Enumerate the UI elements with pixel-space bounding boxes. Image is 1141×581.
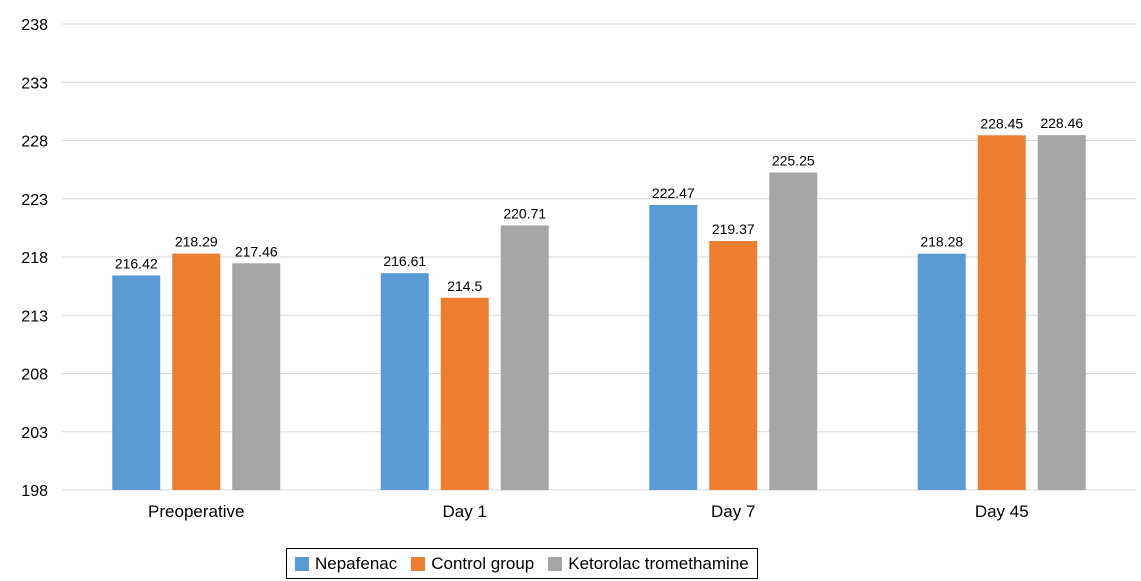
x-tick-label: Day 7	[711, 502, 755, 521]
bar	[917, 253, 966, 490]
bar	[977, 135, 1026, 490]
y-tick-label: 213	[21, 308, 48, 325]
bar	[500, 225, 549, 490]
x-axis: Preoperative Day 1 Day 7 Day 45	[148, 502, 1029, 521]
data-label: 222.47	[652, 185, 695, 201]
bar	[112, 275, 161, 490]
legend: Nepafenac Control group Ketorolac trometha…	[286, 548, 758, 579]
data-label: 216.61	[383, 253, 426, 269]
legend-item: Ketorolac tromethamine	[548, 553, 749, 574]
data-label: 228.45	[980, 115, 1023, 131]
y-axis: 198 203 208 213 218 223 228 233 238	[21, 17, 48, 500]
data-label: 216.42	[115, 255, 158, 271]
legend-label: Control group	[431, 553, 535, 573]
data-label: 218.28	[920, 234, 963, 250]
legend-swatch	[548, 556, 563, 571]
legend-item: Control group	[411, 554, 534, 574]
bar	[172, 253, 221, 490]
bars	[112, 135, 1086, 491]
bar	[232, 263, 281, 490]
bar	[440, 297, 489, 490]
y-tick-label: 208	[21, 367, 48, 384]
grid-lines	[62, 23, 1136, 491]
x-tick-label: Day 1	[443, 502, 487, 521]
bar	[709, 241, 758, 490]
data-label: 220.71	[503, 205, 546, 221]
legend-label: Nepafenac	[315, 553, 398, 573]
legend-item: Nepafenac	[295, 554, 397, 574]
legend-swatch	[295, 556, 309, 571]
y-tick-label: 203	[21, 425, 48, 442]
bar	[380, 273, 429, 490]
bar	[649, 204, 698, 490]
x-tick-label: Day 45	[975, 502, 1029, 521]
data-labels: 216.42 218.29 217.46 216.61 214.5 220.71 222.4…	[115, 115, 1084, 294]
y-tick-label: 218	[21, 250, 48, 267]
data-label: 218.29	[175, 234, 218, 250]
data-label: 225.25	[772, 153, 815, 169]
y-tick-label: 238	[21, 17, 48, 34]
legend-label: Ketorolac tromethamine	[568, 553, 749, 573]
bar	[1037, 135, 1086, 491]
legend-swatch	[411, 556, 426, 571]
x-tick-label: Preoperative	[148, 502, 244, 521]
bar-chart: 198 203 208 213 218 223 228 233 238 216.42 218.29…	[21, 17, 1136, 521]
data-label: 219.37	[712, 221, 755, 237]
y-tick-label: 233	[21, 75, 48, 92]
y-tick-label: 223	[21, 192, 48, 209]
data-label: 214.5	[447, 278, 482, 294]
data-label: 228.46	[1040, 115, 1083, 131]
bar	[769, 172, 818, 490]
data-label: 217.46	[235, 243, 278, 259]
y-tick-label: 228	[21, 134, 48, 151]
y-tick-label: 198	[21, 483, 48, 500]
